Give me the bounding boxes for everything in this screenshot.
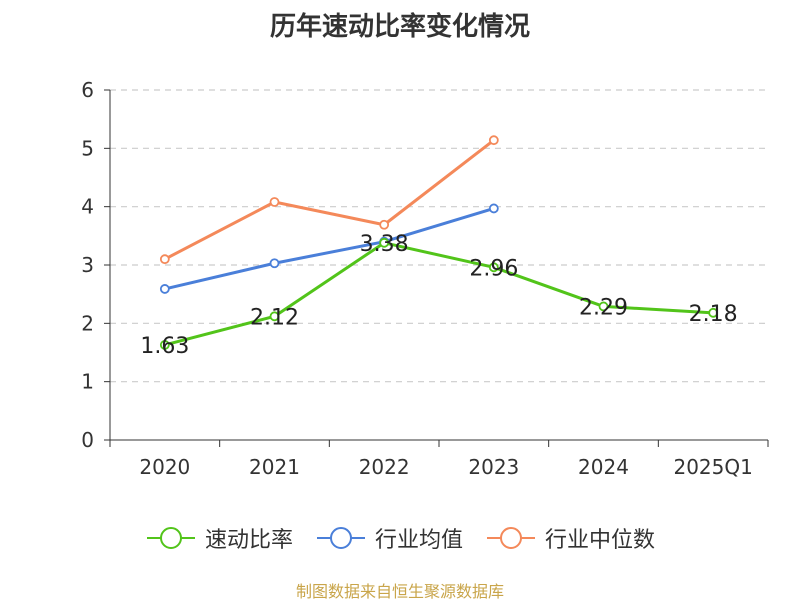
x-tick-label: 2023 xyxy=(468,455,519,479)
series-line-1 xyxy=(164,241,714,347)
legend-label: 行业均值 xyxy=(374,528,463,553)
legend-swatch-marker xyxy=(159,527,182,549)
legend-swatch-icon xyxy=(316,527,365,549)
x-tick-label: 2021 xyxy=(249,455,300,479)
legend-swatch-marker xyxy=(329,527,352,549)
source-note: 制图数据来自恒生聚源数据库 xyxy=(295,582,504,601)
y-tick-label: 6 xyxy=(81,78,94,102)
legend-label: 速动比率 xyxy=(204,528,293,553)
data-point xyxy=(488,203,499,214)
data-label: 2.29 xyxy=(579,295,628,320)
data-point xyxy=(379,219,390,230)
y-tick-label: 5 xyxy=(81,136,94,160)
data-point xyxy=(269,197,280,207)
data-point xyxy=(159,284,170,294)
legend-swatch-marker xyxy=(500,527,522,549)
legend: 速动比率 行业均值 行业中位数 xyxy=(0,522,800,554)
data-label: 2.18 xyxy=(689,302,738,327)
data-label: 1.63 xyxy=(140,334,189,359)
x-tick-label: 2025Q1 xyxy=(673,455,752,479)
data-point xyxy=(159,254,170,265)
series-line-3 xyxy=(164,138,495,261)
data-label: 2.12 xyxy=(250,305,299,330)
x-tick-label: 2024 xyxy=(578,455,629,479)
legend-item-3[interactable]: 行业中位数 xyxy=(485,522,655,554)
legend-label: 行业中位数 xyxy=(545,528,656,553)
series-line-2 xyxy=(164,206,495,291)
chart-title: 历年速动比率变化情况 xyxy=(269,12,530,42)
data-point xyxy=(598,301,609,312)
y-tick-label: 2 xyxy=(81,311,94,335)
legend-item-2[interactable]: 行业均值 xyxy=(315,522,463,554)
legend-swatch-icon xyxy=(487,527,535,549)
data-point xyxy=(488,262,499,273)
y-tick-label: 1 xyxy=(81,370,94,394)
data-point xyxy=(379,237,390,248)
data-point xyxy=(269,258,280,269)
data-label: 3.38 xyxy=(360,232,409,257)
y-tick-label: 0 xyxy=(81,428,94,452)
legend-item-1[interactable]: 速动比率 xyxy=(145,522,293,554)
data-point xyxy=(159,340,170,350)
data-point xyxy=(708,307,719,318)
data-point xyxy=(488,135,499,146)
x-tick-label: 2022 xyxy=(359,455,410,479)
y-tick-label: 4 xyxy=(81,195,94,219)
x-tick-label: 2020 xyxy=(139,455,190,479)
legend-swatch-icon xyxy=(146,527,195,549)
data-label: 2.96 xyxy=(469,256,518,281)
y-tick-label: 3 xyxy=(81,253,94,277)
data-point xyxy=(269,311,280,322)
